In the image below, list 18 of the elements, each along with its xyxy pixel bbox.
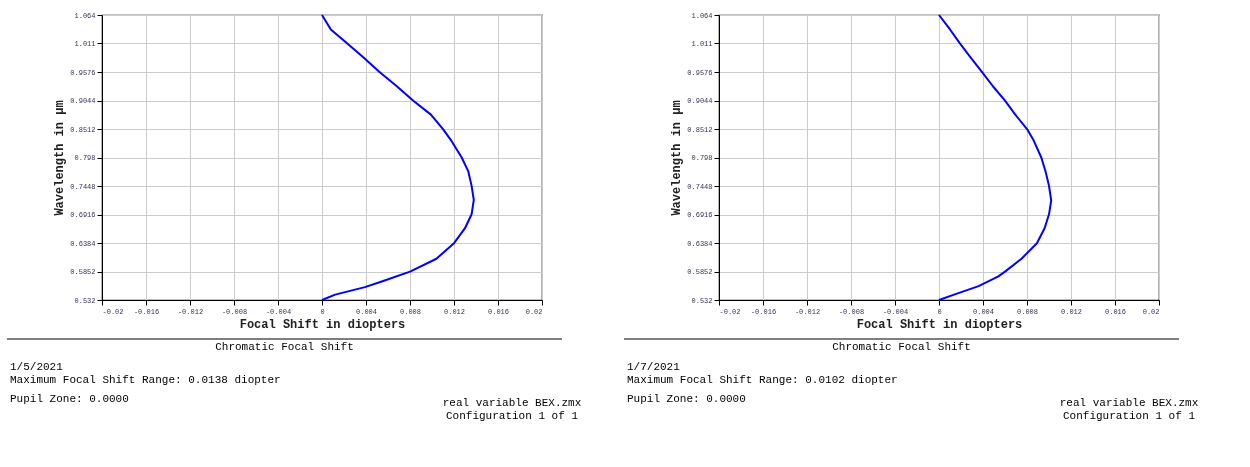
text: Maximum Focal Shift Range: 0.0102 diopter: [627, 374, 898, 386]
y-axis-title: Wavelength in µm: [670, 100, 685, 216]
text: 1/5/2021: [10, 361, 64, 373]
text: Configuration 1 of 1: [445, 410, 579, 422]
text: real variable BEX.zmx: [1059, 397, 1199, 409]
line-series: [938, 14, 1053, 301]
text: Pupil Zone: 0.0000: [627, 393, 746, 405]
line-series: [321, 14, 475, 301]
text: Chromatic Focal Shift: [832, 341, 971, 353]
text: Chromatic Focal Shift: [215, 341, 354, 353]
x-axis-title: Focal Shift in diopters: [239, 317, 406, 332]
text: real variable BEX.zmx: [442, 397, 582, 409]
y-axis-title: Wavelength in µm: [53, 100, 68, 216]
text: Pupil Zone: 0.0000: [10, 393, 129, 405]
x-axis-title: Focal Shift in diopters: [856, 317, 1023, 332]
text: 1/7/2021: [627, 361, 681, 373]
text: Configuration 1 of 1: [1062, 410, 1196, 422]
text: Maximum Focal Shift Range: 0.0138 diopter: [10, 374, 281, 386]
